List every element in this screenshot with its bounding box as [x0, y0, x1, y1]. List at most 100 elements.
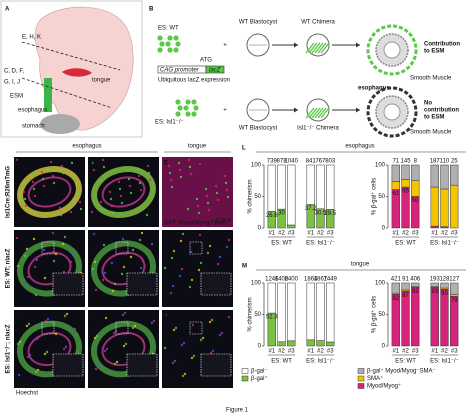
cell-signal [60, 164, 64, 168]
cell-signal [101, 278, 105, 282]
cell-signal [140, 231, 144, 235]
cell-signal [223, 174, 227, 178]
micrograph [162, 157, 233, 227]
cell-signal [147, 171, 151, 175]
cell-signal [32, 237, 36, 241]
count-label: 71 [392, 159, 399, 165]
cell-signal [100, 207, 104, 211]
legend-label: β-gal⁺ [251, 375, 268, 382]
cell-signal [170, 256, 174, 260]
es-cell [191, 99, 197, 105]
cell-signal [141, 339, 145, 343]
cell-signal [43, 276, 47, 280]
x-tick-label: #2 [402, 349, 409, 355]
cell-signal [44, 241, 48, 245]
cell-signal [129, 255, 133, 259]
label: Smooth Muscle [410, 130, 452, 136]
stage-label: E16.5 [215, 299, 231, 305]
cell-signal [218, 333, 222, 337]
cell-signal [133, 324, 137, 328]
chimera-hatch [320, 42, 330, 54]
group-label: ES: WT [395, 359, 416, 365]
bar-segment [450, 184, 459, 229]
cell-signal [63, 314, 67, 318]
cell-signal [24, 282, 28, 286]
stain-label: Myod/Myog [31, 382, 62, 388]
cell-signal [196, 204, 200, 208]
label: contribution [424, 108, 459, 114]
cell-signal [16, 342, 20, 346]
section-line [21, 77, 113, 109]
data-label: 30.5 [315, 210, 327, 216]
cell-signal [73, 327, 77, 331]
cell-signal [215, 191, 219, 195]
data-label: 30 [278, 211, 285, 217]
cell-signal [170, 185, 174, 189]
cell-signal [15, 236, 19, 240]
x-tick-label: #2 [441, 231, 448, 237]
cell-signal [111, 289, 115, 293]
y-axis-label: % β-gal⁺ cells [371, 178, 378, 215]
cell-signal [63, 235, 67, 239]
es-cell [157, 47, 163, 53]
cell-signal [192, 354, 196, 358]
cell-signal [27, 322, 31, 326]
x-tick-label: #3 [288, 349, 295, 355]
cell-signal [141, 259, 145, 263]
cell-signal [227, 315, 231, 319]
arrow-head [294, 42, 298, 48]
data-label: 29.5 [324, 211, 336, 217]
count-label: 878 [277, 159, 288, 165]
embryo [34, 6, 134, 131]
label: ATG [200, 58, 212, 64]
cell-signal [187, 158, 191, 162]
count-label: 193 [430, 277, 441, 283]
cell-signal [117, 180, 121, 184]
cell-signal [23, 197, 27, 201]
cell-signal [163, 346, 167, 350]
bar-segment [326, 164, 335, 210]
x-tick-label: #1 [307, 349, 314, 355]
es-cell [185, 111, 191, 117]
esophagus-tube [44, 78, 52, 112]
stain-label: β-gal [16, 382, 29, 388]
group-label: ES: Isl1⁻/⁻ [306, 359, 335, 365]
panel-letter: M [242, 264, 247, 270]
stain-label: GFP [16, 221, 28, 227]
cell-signal [207, 208, 211, 212]
count-label: 128 [439, 277, 450, 283]
cell-signal [45, 350, 49, 354]
bar-segment [450, 282, 459, 295]
cell-signal [150, 242, 154, 246]
row-label: Isl1Cre;R26mTmG [6, 166, 12, 218]
cell-signal [25, 247, 29, 251]
cell-signal [16, 264, 20, 268]
cell-signal [54, 332, 58, 336]
x-tick-label: #1 [268, 349, 275, 355]
inset [200, 272, 232, 296]
cell-signal [180, 267, 184, 271]
cell-signal [34, 370, 38, 374]
bar-segment [450, 294, 459, 297]
es-cell [175, 41, 181, 47]
cell-signal [138, 238, 142, 242]
cell-signal [54, 252, 58, 256]
tissue-ring [101, 176, 146, 208]
cell-signal [199, 261, 203, 265]
cell-signal [197, 268, 201, 272]
x-tick-label: #2 [402, 231, 409, 237]
data-label: 82 [392, 296, 399, 302]
cell-signal [43, 352, 47, 356]
cell-signal [28, 353, 32, 357]
x-tick-label: #1 [392, 349, 399, 355]
x-tick-label: #3 [327, 231, 334, 237]
bar-segment [391, 181, 400, 190]
cell-signal [64, 345, 68, 349]
cell-signal [108, 190, 112, 194]
bar-segment [430, 282, 439, 288]
bar-segment [306, 164, 315, 205]
x-tick-label: #1 [392, 231, 399, 237]
x-tick-label: #1 [268, 231, 275, 237]
cell-signal [224, 181, 228, 185]
